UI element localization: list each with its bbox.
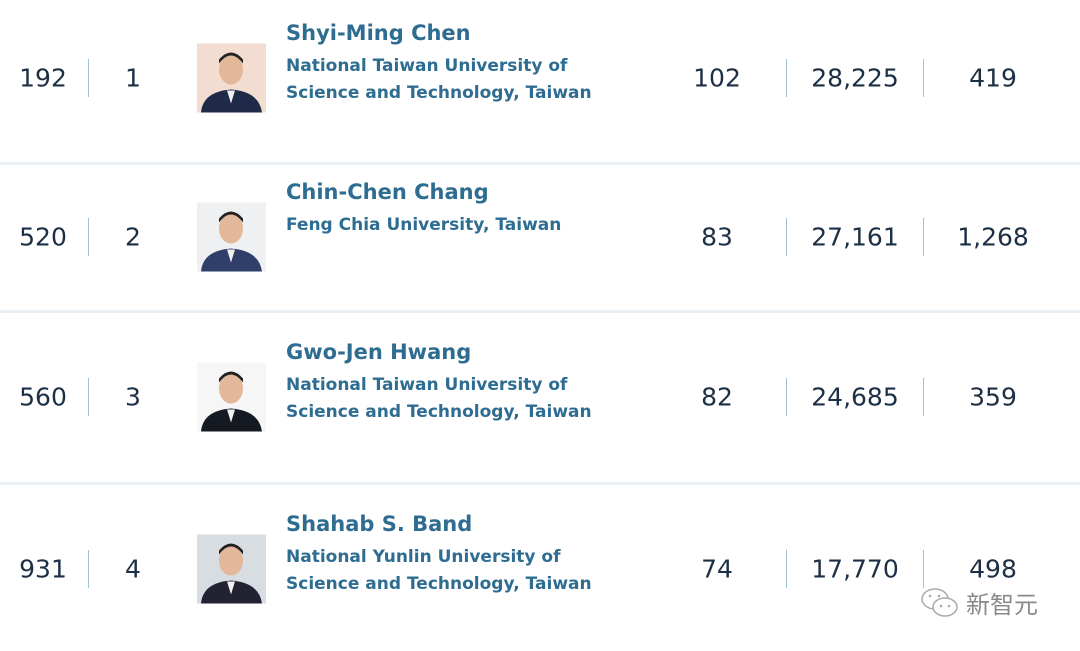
- column-separator: [786, 550, 787, 588]
- row-divider: [0, 310, 1080, 313]
- overall-rank: 560: [19, 382, 67, 412]
- avatar: [197, 43, 266, 113]
- overall-rank: 192: [19, 63, 67, 93]
- h-index: 102: [693, 63, 741, 93]
- column-separator: [923, 378, 924, 416]
- researcher-name-link[interactable]: Shahab S. Band: [286, 512, 473, 536]
- column-separator: [88, 550, 89, 588]
- h-index: 74: [701, 554, 733, 584]
- overall-rank: 520: [19, 222, 67, 252]
- row-divider: [0, 162, 1080, 165]
- researcher-name-link[interactable]: Chin-Chen Chang: [286, 180, 489, 204]
- publications: 498: [969, 554, 1017, 584]
- column-separator: [786, 378, 787, 416]
- citations: 24,685: [811, 382, 899, 412]
- column-separator: [88, 218, 89, 256]
- citations: 28,225: [811, 63, 899, 93]
- wechat-icon: [921, 587, 958, 617]
- rank: 2: [125, 222, 141, 252]
- institution: National Taiwan University of Science an…: [286, 56, 592, 103]
- rank: 4: [125, 554, 141, 584]
- column-separator: [88, 378, 89, 416]
- h-index: 82: [701, 382, 733, 412]
- overall-rank: 931: [19, 554, 67, 584]
- institution: National Yunlin University of Science an…: [286, 547, 592, 594]
- column-separator: [923, 550, 924, 588]
- publications: 1,268: [957, 222, 1029, 252]
- watermark-text: 新智元: [966, 591, 1038, 619]
- institution: National Taiwan University of Science an…: [286, 375, 592, 422]
- column-separator: [923, 218, 924, 256]
- column-separator: [786, 218, 787, 256]
- table-row[interactable]: 560 3 Gwo-Jen Hwang National Taiwan Univ…: [0, 313, 1080, 482]
- table-row[interactable]: 931 4 Shahab S. Band National Yunlin Uni…: [0, 485, 1080, 651]
- publications: 419: [969, 63, 1017, 93]
- avatar: [197, 362, 266, 432]
- table-row[interactable]: 192 1 Shyi-Ming Chen National Taiwan Uni…: [0, 0, 1080, 162]
- institution: Feng Chia University, Taiwan: [286, 215, 562, 235]
- citations: 27,161: [811, 222, 899, 252]
- publications: 359: [969, 382, 1017, 412]
- watermark: 新智元: [920, 585, 1038, 620]
- citations: 17,770: [811, 554, 899, 584]
- rank: 3: [125, 382, 141, 412]
- h-index: 83: [701, 222, 733, 252]
- avatar: [197, 534, 266, 604]
- row-divider: [0, 482, 1080, 485]
- avatar: [197, 202, 266, 272]
- researcher-name-link[interactable]: Shyi-Ming Chen: [286, 21, 471, 45]
- column-separator: [88, 59, 89, 97]
- researcher-name-link[interactable]: Gwo-Jen Hwang: [286, 340, 472, 364]
- column-separator: [923, 59, 924, 97]
- column-separator: [786, 59, 787, 97]
- table-row[interactable]: 520 2 Chin-Chen Chang Feng Chia Universi…: [0, 165, 1080, 310]
- rank: 1: [125, 63, 141, 93]
